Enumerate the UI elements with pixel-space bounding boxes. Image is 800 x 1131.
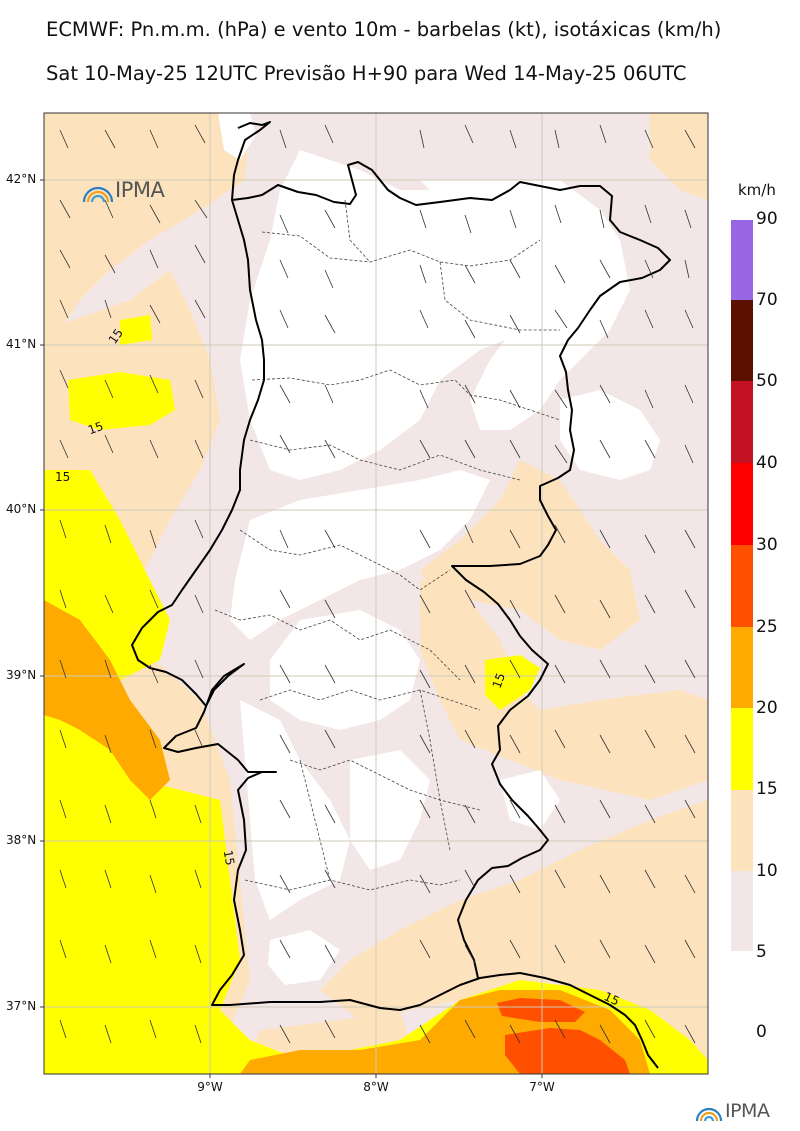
isotach-label: 15 <box>602 989 622 1008</box>
colorbar-segment <box>731 871 753 951</box>
isotach-label: 15 <box>490 671 508 690</box>
colorbar-segment <box>731 708 753 790</box>
ipma-logo: IPMA <box>80 178 165 202</box>
colorbar-label: 70 <box>756 290 778 310</box>
colorbar-label: 50 <box>756 371 778 391</box>
colorbar-segment <box>731 381 753 463</box>
coastline-border <box>131 121 671 1069</box>
colorbar-label: 25 <box>756 617 778 637</box>
logo-text: IPMA <box>115 178 165 202</box>
wind-barbs <box>59 124 696 1044</box>
isotach-label: 15 <box>55 470 70 484</box>
ipma-footer-logo: IPMA <box>694 1100 770 1122</box>
latitude-label: 39°N <box>6 668 37 682</box>
colorbar-segment <box>731 463 753 545</box>
latitude-label: 41°N <box>6 337 37 351</box>
ipma-logo-icon <box>82 186 723 1122</box>
graticule <box>44 113 708 1074</box>
map-area: 15 15 15 15 15 15 <box>44 113 708 1074</box>
colorbar-label: 90 <box>756 209 778 229</box>
colorbar-segment <box>731 300 753 381</box>
colorbar-label: 30 <box>756 535 778 555</box>
isotach-label: 15 <box>221 849 237 866</box>
logo-text: IPMA <box>725 1100 770 1122</box>
colorbar-label: 10 <box>756 861 778 881</box>
axis-ticks <box>40 179 543 1078</box>
colorbar-segment <box>731 627 753 708</box>
latitude-label: 42°N <box>6 172 37 186</box>
colorbar-segment <box>731 220 753 300</box>
colorbar <box>731 220 753 951</box>
isotach-label: 15 <box>86 419 105 437</box>
district-boundaries <box>214 199 561 891</box>
colorbar-segment <box>731 545 753 627</box>
map-title: ECMWF: Pn.m.m. (hPa) e vento 10m - barbe… <box>46 18 722 41</box>
latitude-label: 37°N <box>6 999 37 1013</box>
colorbar-label: 20 <box>756 698 778 718</box>
longitude-label: 9°W <box>197 1080 223 1094</box>
colorbar-unit: km/h <box>738 181 776 199</box>
colorbar-label: 0 <box>756 1022 767 1042</box>
colorbar-segment <box>731 790 753 871</box>
longitude-label: 7°W <box>529 1080 555 1094</box>
colorbar-label: 5 <box>756 942 767 962</box>
forecast-subtitle: Sat 10-May-25 12UTC Previsão H+90 para W… <box>46 62 687 85</box>
band-0-5 <box>218 113 660 985</box>
latitude-label: 40°N <box>6 502 37 516</box>
latitude-label: 38°N <box>6 833 37 847</box>
band-25-30 <box>497 998 630 1074</box>
longitude-label: 8°W <box>363 1080 389 1094</box>
colorbar-label: 15 <box>756 779 778 799</box>
isotach-labels: 15 15 15 15 15 15 <box>55 326 622 1008</box>
colorbar-label: 40 <box>756 453 778 473</box>
